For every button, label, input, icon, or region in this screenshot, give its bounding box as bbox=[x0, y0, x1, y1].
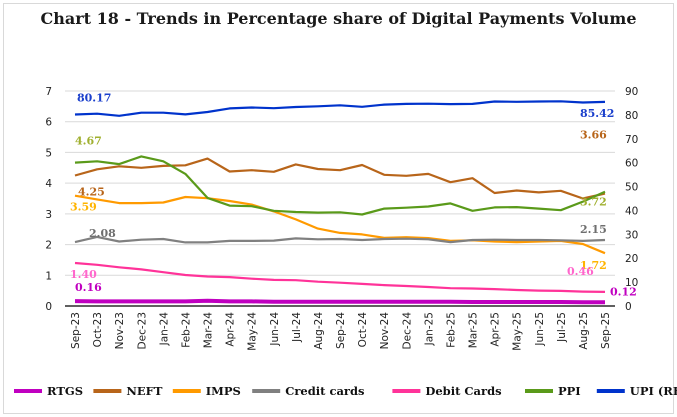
series-line-rtgs bbox=[74, 298, 605, 305]
y-right-tick-label: 50 bbox=[625, 182, 638, 194]
x-tick-label: May-24 bbox=[247, 312, 259, 351]
x-tick-label: Dec-24 bbox=[401, 312, 413, 350]
x-tick-label: Dec-23 bbox=[136, 312, 148, 349]
y-left-tick-label: 1 bbox=[45, 270, 52, 282]
x-tick-label: Aug-24 bbox=[313, 312, 325, 350]
y-right-tick-label: 30 bbox=[625, 229, 638, 241]
x-tick-label: May-25 bbox=[512, 312, 524, 351]
data-label-first: 3.59 bbox=[70, 201, 97, 214]
x-tick-label: Apr-24 bbox=[225, 312, 237, 347]
data-label-last: 0.46 bbox=[567, 265, 594, 278]
y-right-tick-label: 60 bbox=[625, 158, 638, 170]
chart-title: Chart 18 - Trends in Percentage share of… bbox=[40, 9, 637, 28]
data-label-last: 85.42 bbox=[580, 107, 614, 120]
x-tick-label: Oct-23 bbox=[92, 312, 104, 347]
y-right-tick-label: 10 bbox=[625, 277, 638, 289]
y-right-tick-label: 70 bbox=[625, 134, 638, 146]
x-tick-label: Mar-25 bbox=[468, 312, 480, 348]
x-tick-label: Feb-25 bbox=[445, 312, 457, 348]
data-label-first: 0.16 bbox=[75, 281, 102, 294]
x-tick-label: Oct-24 bbox=[357, 312, 369, 348]
series-line-upi-rhs- bbox=[74, 100, 606, 117]
legend-label: Debit Cards bbox=[425, 384, 501, 398]
data-label-first: 4.67 bbox=[75, 135, 102, 148]
y-right-tick-label: 90 bbox=[625, 86, 638, 98]
x-tick-label: Sep-25 bbox=[600, 312, 612, 349]
legend-label: UPI (RHS) bbox=[630, 384, 677, 398]
x-tick-label: Jan-24 bbox=[158, 312, 170, 347]
y-right-tick-label: 20 bbox=[625, 253, 638, 265]
data-label-first: 1.40 bbox=[70, 268, 97, 281]
x-tick-label: Jun-24 bbox=[269, 312, 281, 347]
x-tick-label: Sep-24 bbox=[335, 312, 347, 349]
data-label-first: 80.17 bbox=[77, 91, 111, 104]
y-left-tick-label: 3 bbox=[45, 209, 52, 221]
y-left-tick-label: 2 bbox=[45, 240, 52, 252]
x-tick-label: Jun-25 bbox=[534, 312, 546, 347]
x-tick-label: Jul-24 bbox=[291, 312, 303, 343]
series-line-ppi bbox=[74, 155, 606, 216]
x-tick-label: Jan-25 bbox=[423, 312, 435, 346]
data-label-last: 3.72 bbox=[580, 196, 607, 209]
x-tick-label: Sep-23 bbox=[70, 312, 82, 349]
series-line-debit-cards bbox=[74, 261, 606, 293]
x-tick-label: Jul-25 bbox=[556, 312, 568, 343]
data-label-last: 0.12 bbox=[610, 285, 637, 298]
legend-label: IMPS bbox=[206, 384, 241, 398]
y-left-tick-label: 0 bbox=[45, 301, 52, 313]
x-tick-label: Nov-23 bbox=[114, 312, 126, 349]
y-left-tick-label: 5 bbox=[45, 147, 52, 159]
legend-label: Credit cards bbox=[285, 384, 364, 398]
data-label-last: 2.15 bbox=[580, 223, 607, 236]
legend-label: PPI bbox=[558, 384, 581, 398]
legend-label: RTGS bbox=[47, 384, 83, 398]
y-left-tick-label: 6 bbox=[45, 117, 52, 129]
data-label-last: 1.72 bbox=[580, 259, 607, 272]
x-tick-label: Apr-25 bbox=[490, 312, 502, 347]
y-left-tick-label: 7 bbox=[45, 86, 52, 98]
x-tick-label: Nov-24 bbox=[379, 312, 391, 350]
x-tick-label: Aug-25 bbox=[578, 312, 590, 350]
legend-label: NEFT bbox=[126, 384, 162, 398]
data-label-first: 2.08 bbox=[89, 227, 116, 240]
y-left-tick-label: 4 bbox=[45, 178, 52, 190]
x-tick-label: Mar-24 bbox=[203, 312, 215, 349]
data-label-first: 4.25 bbox=[78, 185, 105, 198]
y-right-tick-label: 40 bbox=[625, 205, 638, 217]
series-line-neft bbox=[74, 157, 606, 200]
y-right-tick-label: 0 bbox=[625, 301, 632, 313]
data-label-last: 3.66 bbox=[580, 129, 607, 142]
y-right-tick-label: 80 bbox=[625, 110, 638, 122]
x-tick-label: Feb-24 bbox=[180, 312, 192, 348]
